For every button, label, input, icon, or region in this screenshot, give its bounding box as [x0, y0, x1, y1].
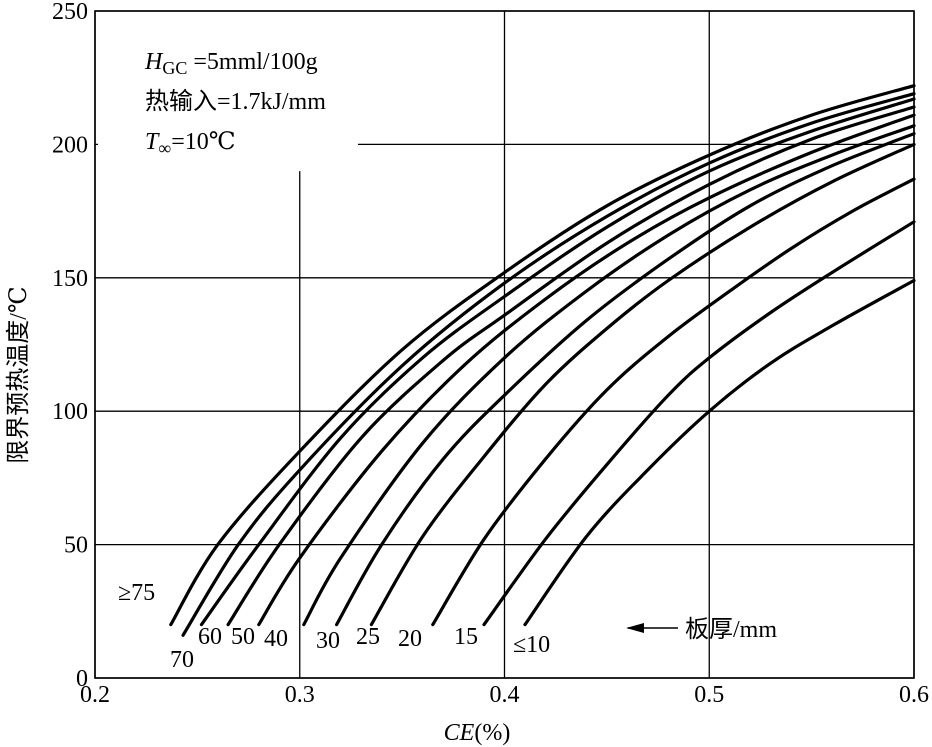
x-tick-label-2: 0.4: [490, 682, 520, 708]
x-tick-label-0: 0.2: [80, 682, 110, 708]
curve-series: [169, 84, 916, 637]
annotation-heat-input: 热输入=1.7kJ/mm: [145, 88, 326, 115]
curve-8: [431, 177, 916, 627]
plate-thickness-arrow: [626, 623, 678, 633]
x-tick-label-3: 0.5: [694, 682, 724, 708]
y-tick-label-1: 50: [64, 533, 88, 559]
annotation-t-inf: T∞=10℃: [145, 129, 236, 158]
y-tick-label-0: 0: [76, 666, 88, 692]
plot-frame: [94, 10, 915, 679]
curve-label-15: 15: [454, 624, 478, 650]
curve-label-20: 20: [398, 626, 422, 652]
curve-9: [482, 220, 916, 627]
curve-label-60: 60: [198, 624, 222, 650]
y-tick-label-2: 100: [52, 399, 88, 425]
annotation-hgc: HGC =5mml/100g: [144, 49, 318, 78]
y-tick-label-3: 150: [52, 266, 88, 292]
curve-label-25: 25: [356, 624, 380, 650]
x-tick-label-4: 0.6: [899, 682, 929, 708]
x-axis-label: CE(%): [444, 720, 511, 746]
curve-label-30: 30: [316, 628, 340, 654]
curve-7: [369, 142, 916, 627]
curve-0: [169, 84, 916, 627]
y-tick-label-4: 200: [52, 132, 88, 158]
curve-3: [226, 105, 916, 627]
curve-10: [523, 278, 916, 627]
curve-label-40: 40: [264, 626, 288, 652]
curve-2: [199, 97, 916, 627]
curve-label-70: 70: [170, 647, 194, 673]
curve-1: [181, 92, 916, 637]
grid-lines: [94, 10, 915, 679]
curve-label-le10: ≤10: [513, 632, 550, 658]
x-tick-label-1: 0.3: [285, 682, 315, 708]
curve-6: [335, 132, 916, 627]
curve-label-ge75: ≥75: [118, 580, 155, 606]
curve-5: [302, 124, 916, 627]
plate-thickness-label: 板厚/mm: [685, 616, 777, 643]
y-tick-label-5: 250: [52, 0, 88, 25]
annotation-background: [98, 35, 358, 170]
curve-4: [257, 113, 916, 627]
tick-labels: 0.2 0.3 0.4 0.5 0.6 0 50 100 150 200 250: [52, 0, 929, 708]
y-axis-label: 限界预热温度/℃: [5, 286, 32, 464]
curve-label-50: 50: [231, 624, 255, 650]
